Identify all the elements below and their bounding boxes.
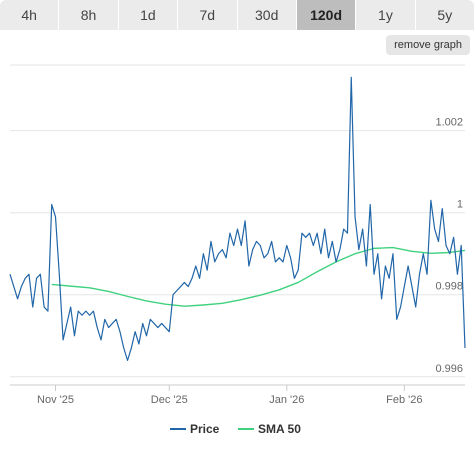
- legend-sma50-label[interactable]: SMA 50: [258, 422, 301, 436]
- x-tick-label: Jan '26: [269, 394, 304, 406]
- price-chart: 0.996 0.998 1 1.002 Nov '25 Dec '25 Jan '26 Feb…: [9, 64, 466, 436]
- y-tick-label: 1.002: [435, 117, 463, 129]
- tab-1y[interactable]: 1y: [356, 0, 416, 30]
- tab-8h[interactable]: 8h: [59, 0, 119, 30]
- y-tick-label: 0.996: [435, 363, 463, 375]
- y-tick-label: 1: [457, 199, 463, 211]
- tab-120d[interactable]: 120d: [296, 0, 357, 30]
- x-tick-label: Dec '25: [151, 394, 188, 406]
- y-tick-label: 0.998: [435, 281, 463, 293]
- remove-graph-button[interactable]: remove graph: [386, 35, 470, 55]
- sma50-series-line: [51, 246, 466, 307]
- tab-30d[interactable]: 30d: [237, 0, 297, 30]
- tab-7d[interactable]: 7d: [178, 0, 238, 30]
- range-tabs: 4h 8h 1d 7d 30d 120d 1y 5y: [0, 0, 474, 30]
- legend-price-label[interactable]: Price: [190, 422, 220, 436]
- tab-1d[interactable]: 1d: [118, 0, 179, 30]
- price-series-line: [9, 76, 466, 361]
- tab-5y[interactable]: 5y: [415, 0, 474, 30]
- x-tick-label: Feb '26: [386, 394, 422, 406]
- x-tick-label: Nov '25: [37, 394, 74, 406]
- tab-4h[interactable]: 4h: [0, 0, 60, 30]
